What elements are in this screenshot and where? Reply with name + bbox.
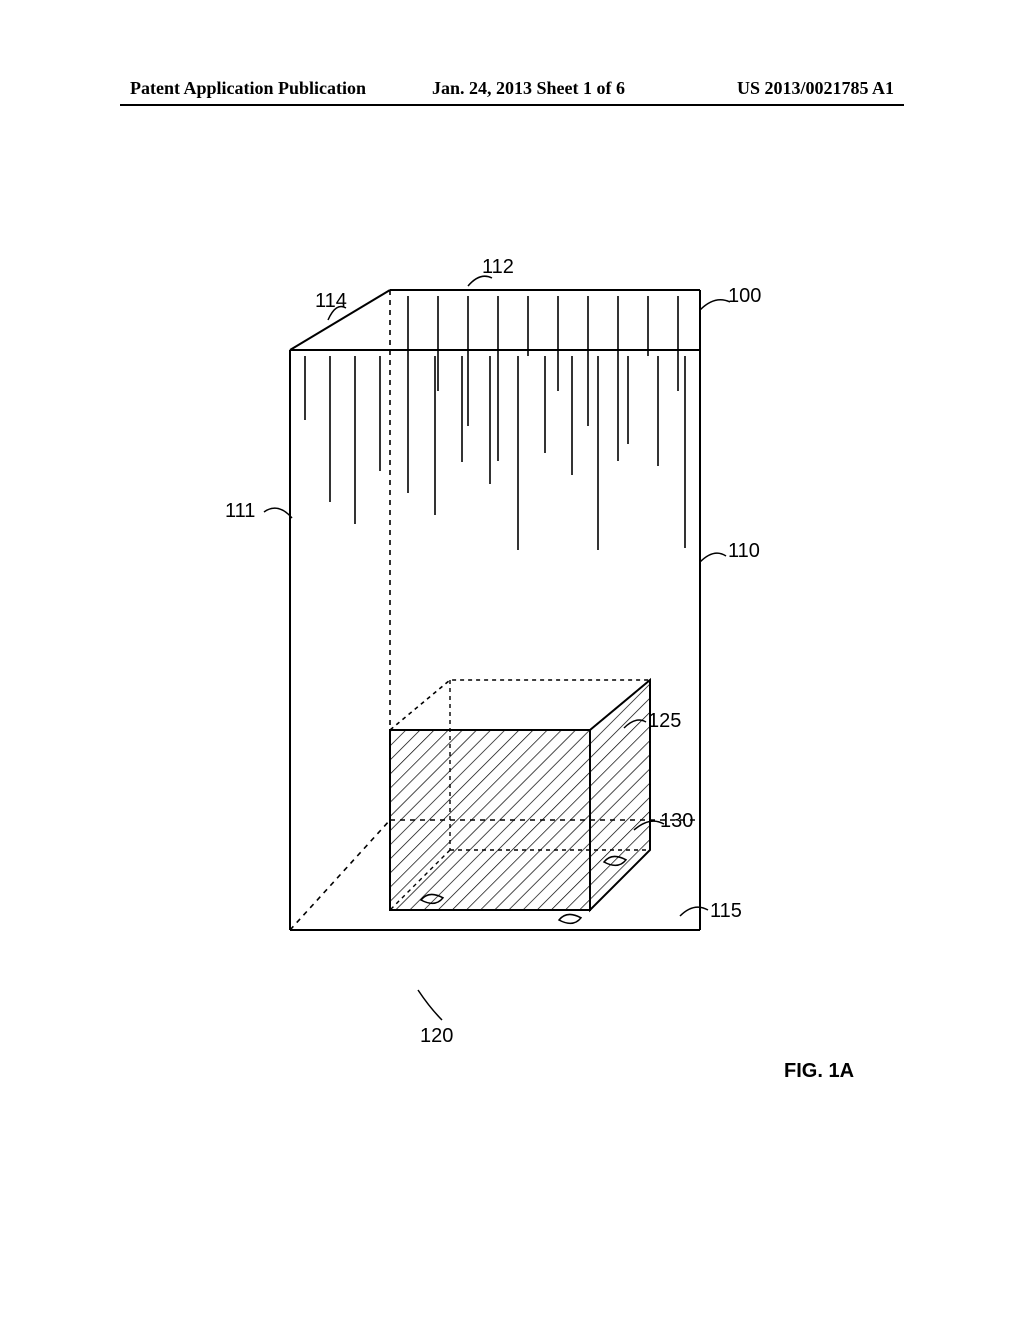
ref-label-114: 114 [315, 290, 347, 313]
header-left: Patent Application Publication [130, 78, 366, 99]
figure-svg [170, 230, 870, 1130]
figure-caption: FIG. 1A [784, 1060, 854, 1083]
ref-label-125: 125 [648, 710, 681, 733]
ref-label-100: 100 [728, 285, 761, 308]
ref-label-120: 120 [420, 1025, 453, 1048]
header-right: US 2013/0021785 A1 [737, 78, 894, 99]
header-rule [120, 104, 904, 106]
header-center: Jan. 24, 2013 Sheet 1 of 6 [432, 78, 625, 99]
ref-label-112: 112 [482, 256, 514, 279]
ref-label-115: 115 [710, 900, 742, 923]
figure-1a: 100 112 114 111 110 125 130 115 120 FIG. 1A [170, 230, 870, 1130]
ref-label-130: 130 [660, 810, 693, 833]
ref-label-110: 110 [728, 540, 760, 563]
ref-label-111: 111 [225, 500, 255, 523]
